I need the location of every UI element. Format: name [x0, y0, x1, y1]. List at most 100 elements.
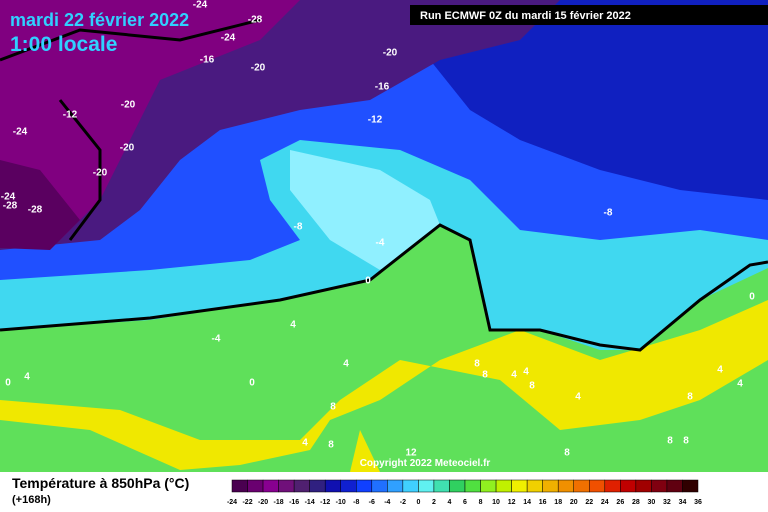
contour-label: 4	[575, 392, 581, 403]
color-swatch	[340, 479, 357, 493]
time: 1:00 locale	[10, 33, 117, 56]
colorbar-tick: 20	[570, 499, 578, 506]
contour-label: -24	[193, 0, 208, 11]
color-swatch	[356, 479, 373, 493]
colorbar-tick: 12	[508, 499, 516, 506]
contour-label: 4	[717, 365, 723, 376]
colorbar-tick: -12	[320, 499, 330, 506]
dark-blue-field	[420, 0, 768, 200]
contour-label: -4	[376, 238, 385, 249]
colorbar-tick: -18	[274, 499, 284, 506]
color-swatch	[511, 479, 528, 493]
contour-labels: -24-28-24-20-16-20-16-12-20-12-24-20-20-…	[1, 0, 755, 459]
contour-label: -20	[93, 168, 108, 179]
contour-label: 8	[667, 436, 673, 447]
colorbar-tick: -24	[227, 499, 237, 506]
contour-label: 8	[564, 448, 570, 459]
colorbar-tick: 22	[585, 499, 593, 506]
run: Run ECMWF 0Z du mardi 15 février 2022	[420, 10, 631, 22]
contour-label: 4	[343, 359, 349, 370]
color-swatch	[557, 479, 574, 493]
colorbar-tick: 16	[539, 499, 547, 506]
colorbar-tick: 4	[448, 499, 452, 506]
temperature-field	[0, 0, 768, 472]
color-swatch	[387, 479, 404, 493]
color-swatch	[278, 479, 295, 493]
color-swatch	[262, 479, 279, 493]
color-swatch	[542, 479, 559, 493]
contour-label: -28	[248, 15, 263, 26]
contour-label: -24	[13, 127, 28, 138]
color-swatch	[526, 479, 543, 493]
color-swatch	[651, 479, 668, 493]
color-swatch	[231, 479, 248, 493]
contour-label: -16	[375, 82, 390, 93]
colorbar-tick: -6	[369, 499, 375, 506]
colorbar-tick: 26	[616, 499, 624, 506]
color-swatch	[666, 479, 683, 493]
contour-label: -28	[28, 205, 43, 216]
contour-label: -12	[368, 115, 383, 126]
color-swatch	[433, 479, 450, 493]
colorbar-tick: -22	[242, 499, 252, 506]
colorbar-tick: -4	[384, 499, 390, 506]
color-swatch	[495, 479, 512, 493]
contour-label: 0	[749, 292, 755, 303]
copyright: Copyright 2022 Meteociel.fr	[360, 458, 491, 469]
contour-label: 0	[365, 276, 371, 287]
legend-subtitle: (+168h)	[12, 494, 51, 506]
colorbar-tick: 2	[432, 499, 436, 506]
contour-label: -24	[1, 192, 16, 203]
color-swatch	[589, 479, 606, 493]
colorbar-tick: 30	[648, 499, 656, 506]
colorbar-tick: -20	[258, 499, 268, 506]
color-swatch	[635, 479, 652, 493]
colorbar-tick: 0	[416, 499, 420, 506]
coldest-field	[0, 160, 80, 250]
contour-label: -20	[251, 63, 266, 74]
date: mardi 22 février 2022	[10, 10, 189, 30]
contour-label: 8	[330, 402, 336, 413]
contour-label: 8	[328, 440, 334, 451]
isotherm	[0, 18, 261, 241]
colorbar-tick: -14	[305, 499, 315, 506]
contour-label: -4	[212, 334, 221, 345]
contour-label: 8	[474, 359, 480, 370]
contour-label: -20	[121, 100, 136, 111]
colorbar-tick: 14	[523, 499, 531, 506]
contour-label: 12	[405, 448, 417, 459]
color-swatch	[604, 479, 621, 493]
color-swatch	[573, 479, 590, 493]
contour-label: 4	[24, 372, 30, 383]
colorbar-tick: -16	[289, 499, 299, 506]
colorbar-tick: 36	[694, 499, 702, 506]
colorbar-tick: 8	[479, 499, 483, 506]
contour-label: -20	[383, 48, 398, 59]
colorbar-tick: -8	[353, 499, 359, 506]
colorbar-tick: 28	[632, 499, 640, 506]
contour-label: -20	[120, 143, 135, 154]
contour-label: 4	[511, 370, 517, 381]
contour-label: 4	[302, 438, 308, 449]
color-swatch	[682, 479, 699, 493]
contour-label: -28	[3, 201, 18, 212]
very-cold-field	[0, 0, 300, 245]
color-swatch	[620, 479, 637, 493]
light-cyan-field	[290, 150, 440, 270]
colorbar-tick: 32	[663, 499, 671, 506]
color-swatch	[309, 479, 326, 493]
zero-isotherm	[0, 223, 768, 352]
colorbar-tick: -10	[336, 499, 346, 506]
colorbar-tick: 18	[554, 499, 562, 506]
colorbar-tick: 24	[601, 499, 609, 506]
run-box	[410, 5, 768, 25]
contour-label: 8	[529, 381, 535, 392]
colorbar-tick: 6	[463, 499, 467, 506]
colorbar-tick: 10	[492, 499, 500, 506]
colorbar-tick: 34	[679, 499, 687, 506]
contour-label: 4	[290, 320, 296, 331]
contour-label: -8	[604, 208, 613, 219]
contour-label: 4	[737, 379, 743, 390]
contour-label: 0	[249, 378, 255, 389]
